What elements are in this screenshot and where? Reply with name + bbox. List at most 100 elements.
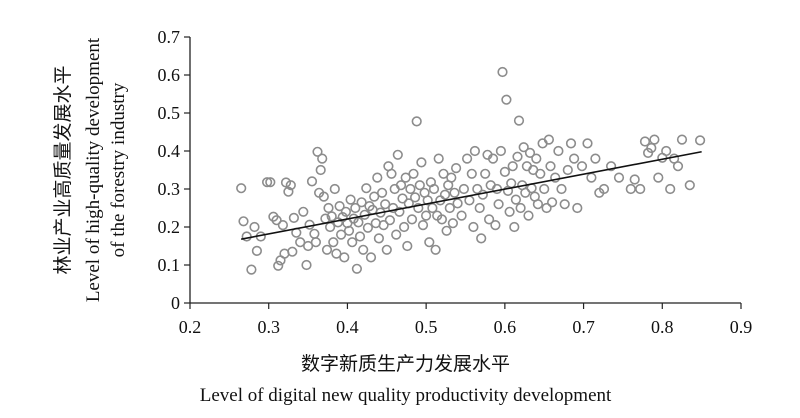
data-point xyxy=(504,206,515,217)
data-point xyxy=(684,180,695,191)
data-point xyxy=(430,244,441,255)
data-point xyxy=(515,202,526,214)
y-tick-label: 0.2 xyxy=(158,217,181,237)
x-tick-label: 0.2 xyxy=(179,317,202,337)
data-point xyxy=(472,183,483,195)
data-point xyxy=(246,264,257,275)
y-axis-title-en-line1: Level of high-quality development xyxy=(83,37,104,302)
data-point xyxy=(532,199,544,210)
data-point xyxy=(386,168,397,179)
data-point xyxy=(249,221,260,233)
data-point xyxy=(312,146,323,157)
data-point xyxy=(421,210,432,221)
data-point xyxy=(301,259,312,271)
data-point xyxy=(513,115,525,126)
x-axis-title-en: Level of digital new quality productivit… xyxy=(200,385,612,406)
data-point xyxy=(512,151,523,162)
data-point xyxy=(377,187,388,198)
x-tick-label: 0.6 xyxy=(494,317,517,337)
data-point xyxy=(265,177,276,188)
data-point xyxy=(262,177,273,188)
data-point xyxy=(559,199,570,210)
data-point xyxy=(447,218,459,229)
x-tick-label: 0.5 xyxy=(415,317,438,337)
data-point xyxy=(317,153,328,164)
data-point xyxy=(369,191,380,202)
data-point xyxy=(509,221,520,233)
y-tick-label: 0.6 xyxy=(158,65,181,85)
data-point xyxy=(332,217,344,228)
plot-area xyxy=(236,66,706,275)
data-point xyxy=(436,214,448,225)
data-point xyxy=(304,219,315,230)
x-tick-label: 0.8 xyxy=(651,317,674,337)
data-point xyxy=(391,229,402,240)
data-point xyxy=(345,194,356,205)
data-point xyxy=(414,180,425,191)
data-point xyxy=(343,225,355,236)
data-point xyxy=(411,116,422,127)
data-point xyxy=(408,168,419,179)
data-point xyxy=(373,233,385,244)
data-point xyxy=(283,186,294,197)
data-point xyxy=(539,183,550,195)
data-point xyxy=(646,142,657,154)
data-point xyxy=(331,248,342,259)
data-point xyxy=(507,161,518,172)
x-axis-title-cn: 数字新质生产力发展水平 xyxy=(301,353,510,375)
axes: 0 0.1 0.2 0.3 0.4 0.5 0.6 0.7 0.2 0.3 0.4 0.5 0.6 0.7… xyxy=(158,27,753,337)
data-point xyxy=(384,215,396,226)
data-point xyxy=(356,197,367,208)
data-point xyxy=(399,221,410,233)
data-point xyxy=(469,145,481,157)
data-point xyxy=(590,153,601,164)
data-point xyxy=(586,172,597,183)
data-point xyxy=(339,252,350,263)
data-point xyxy=(298,206,309,217)
data-point xyxy=(271,215,282,226)
data-point xyxy=(506,178,517,189)
data-point xyxy=(288,212,300,223)
data-point xyxy=(497,66,508,78)
data-point xyxy=(480,168,491,179)
data-point xyxy=(452,198,463,209)
data-point xyxy=(439,189,451,200)
data-point xyxy=(672,161,684,172)
data-point xyxy=(395,180,407,191)
data-point xyxy=(629,174,640,185)
data-point xyxy=(474,202,485,214)
data-point xyxy=(422,195,433,206)
data-point xyxy=(462,153,473,164)
data-point xyxy=(546,197,558,208)
data-point xyxy=(394,206,405,217)
data-point xyxy=(553,145,564,157)
data-point xyxy=(449,187,460,198)
y-tick-label: 0.3 xyxy=(158,179,181,199)
data-point xyxy=(524,147,536,158)
data-point xyxy=(665,183,676,195)
data-point xyxy=(428,183,440,195)
data-point xyxy=(241,231,252,242)
data-point xyxy=(661,145,672,157)
data-point xyxy=(273,260,284,271)
data-point xyxy=(438,168,449,179)
data-point xyxy=(397,193,408,204)
data-point xyxy=(466,168,477,179)
data-point xyxy=(334,201,345,212)
data-point xyxy=(416,157,427,168)
data-point xyxy=(562,164,573,176)
data-point xyxy=(625,183,636,195)
data-point xyxy=(531,153,542,164)
data-point xyxy=(315,164,326,176)
data-point xyxy=(310,237,322,248)
y-axis-title-cn: 林业产业高质量发展水平 xyxy=(52,65,74,274)
data-point xyxy=(510,194,522,205)
data-point xyxy=(572,202,583,214)
data-point xyxy=(287,246,298,257)
data-point xyxy=(238,216,249,227)
data-point xyxy=(653,172,664,183)
data-point xyxy=(468,221,479,233)
data-point xyxy=(499,166,511,177)
data-point xyxy=(490,220,501,231)
